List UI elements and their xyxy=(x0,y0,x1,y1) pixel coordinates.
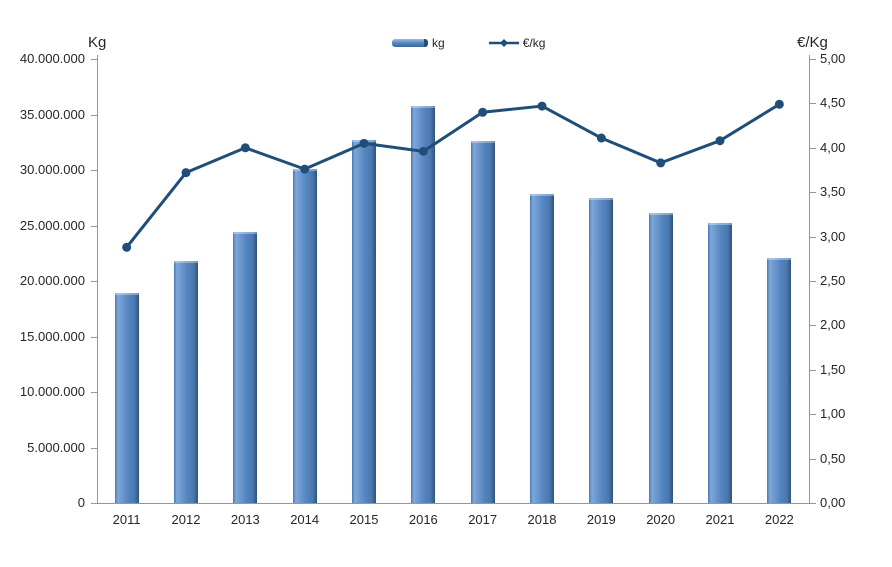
right-axis-tick-label: 2,00 xyxy=(820,317,846,333)
left-axis-tick xyxy=(91,114,97,116)
bar xyxy=(174,261,198,503)
line-series-swatch-icon xyxy=(488,39,519,47)
bar xyxy=(114,293,139,503)
x-axis-label: 2018 xyxy=(527,512,557,527)
x-axis-label: 2017 xyxy=(468,512,498,527)
x-axis-label: 2013 xyxy=(230,512,260,527)
bar xyxy=(767,257,792,503)
right-axis-tick-label: 0,00 xyxy=(820,495,846,510)
right-axis-tick xyxy=(810,103,816,105)
bar xyxy=(589,197,614,503)
bar xyxy=(708,223,732,503)
left-axis-tick xyxy=(91,170,97,171)
legend: kg €/kg xyxy=(392,36,545,50)
x-axis-label: 2019 xyxy=(586,512,616,527)
right-axis-tick-label: 4,00 xyxy=(820,139,846,155)
right-axis-line xyxy=(809,55,810,503)
legend-label-kg: kg xyxy=(432,36,445,50)
data-point-marker xyxy=(181,168,191,178)
left-axis-tick-label: 15.000.000 xyxy=(19,328,85,344)
left-axis-line xyxy=(97,55,98,503)
x-axis-label: 2016 xyxy=(408,512,438,527)
left-axis-tick xyxy=(91,447,97,449)
bar xyxy=(648,213,673,503)
bar xyxy=(411,105,436,503)
bar xyxy=(352,140,376,503)
x-axis-line xyxy=(92,503,814,504)
x-axis-label: 2022 xyxy=(764,512,794,527)
left-axis-tick xyxy=(91,503,97,504)
right-axis-tick xyxy=(810,325,816,327)
bar-series-swatch-icon xyxy=(392,39,428,47)
data-point-marker xyxy=(537,101,547,111)
right-axis-tick-label: 0,50 xyxy=(820,450,846,466)
left-axis-tick-label: 10.000.000 xyxy=(19,384,85,399)
right-axis-tick-label: 3,50 xyxy=(820,184,846,200)
legend-item-eur-per-kg: €/kg xyxy=(488,36,546,50)
right-axis-tick xyxy=(810,147,816,149)
right-axis-tick-label: 2,50 xyxy=(820,273,846,288)
left-axis-tick-label: 5.000.000 xyxy=(27,439,85,455)
data-point-marker xyxy=(774,99,784,109)
left-axis-tick xyxy=(91,336,97,338)
data-point-marker xyxy=(596,133,606,143)
right-axis-tick-label: 4,50 xyxy=(820,95,846,111)
right-axis-tick-label: 5,00 xyxy=(820,51,846,66)
right-axis-tick xyxy=(810,458,816,460)
x-axis-label: 2012 xyxy=(171,512,201,527)
data-point-marker xyxy=(715,136,725,146)
left-axis-title: Kg xyxy=(88,34,107,51)
right-axis-tick xyxy=(810,192,816,194)
data-point-marker xyxy=(240,143,250,153)
bar xyxy=(530,194,554,503)
left-axis-tick xyxy=(91,392,97,393)
bar xyxy=(233,232,258,503)
right-axis-tick xyxy=(810,414,816,416)
left-axis-tick-label: 0 xyxy=(77,495,85,510)
left-axis-tick xyxy=(91,59,97,60)
bar xyxy=(292,168,317,503)
x-axis-label: 2015 xyxy=(349,512,379,527)
x-axis-label: 2021 xyxy=(705,512,735,527)
legend-item-kg: kg xyxy=(392,36,445,50)
left-axis-tick xyxy=(91,281,97,282)
data-point-marker xyxy=(122,242,132,252)
bar xyxy=(470,141,495,503)
left-axis-tick-label: 40.000.000 xyxy=(19,51,85,66)
right-axis-title: €/Kg xyxy=(797,34,828,51)
left-axis-tick-label: 30.000.000 xyxy=(19,162,85,177)
right-axis-tick xyxy=(810,236,816,238)
x-axis-label: 2014 xyxy=(290,512,320,527)
right-axis-tick-label: 1,00 xyxy=(820,406,846,422)
x-axis-label: 2020 xyxy=(646,512,676,527)
data-point-marker xyxy=(656,158,666,168)
x-axis-label: 2011 xyxy=(112,512,141,527)
right-axis-tick xyxy=(810,281,816,282)
right-axis-tick-label: 3,00 xyxy=(820,228,846,244)
right-axis-tick-label: 1,50 xyxy=(820,361,846,377)
left-axis-tick xyxy=(91,225,97,227)
line-path xyxy=(125,103,781,249)
right-axis-tick xyxy=(810,503,816,504)
left-axis-tick-label: 35.000.000 xyxy=(19,106,85,122)
right-axis-tick xyxy=(810,59,816,60)
data-point-marker xyxy=(478,107,488,117)
left-axis-tick-label: 20.000.000 xyxy=(19,273,85,288)
right-axis-tick xyxy=(810,369,816,371)
left-axis-tick-label: 25.000.000 xyxy=(19,217,85,233)
legend-label-eur-per-kg: €/kg xyxy=(522,36,546,50)
